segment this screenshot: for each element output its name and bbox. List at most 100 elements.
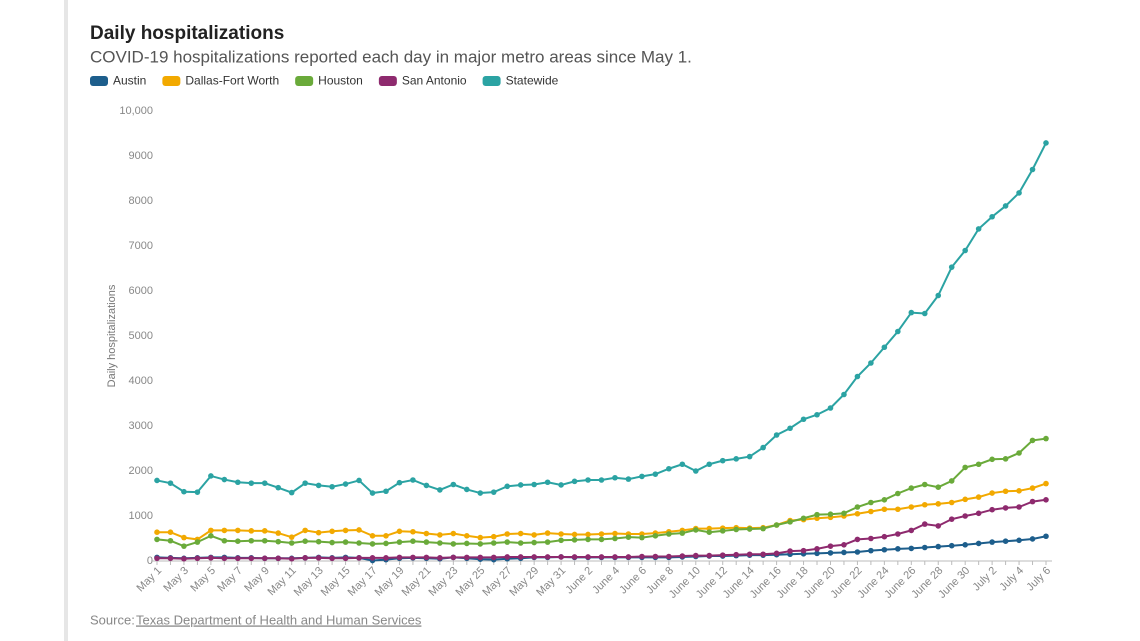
series-point bbox=[248, 537, 255, 544]
series-point bbox=[410, 477, 416, 483]
series-point bbox=[154, 536, 160, 543]
series-point bbox=[464, 540, 470, 547]
series-point bbox=[760, 525, 766, 532]
series-point bbox=[975, 510, 982, 517]
x-tick-label: May 21 bbox=[400, 565, 434, 599]
series-point bbox=[369, 490, 376, 496]
series-point bbox=[490, 489, 497, 495]
series-point bbox=[342, 481, 349, 487]
series-point bbox=[895, 490, 901, 497]
series-point bbox=[585, 531, 591, 538]
series-point bbox=[868, 499, 874, 506]
series-point bbox=[827, 511, 834, 517]
series-point bbox=[342, 539, 349, 545]
series-point bbox=[383, 555, 389, 561]
series-point bbox=[948, 499, 955, 506]
series-point bbox=[679, 461, 686, 468]
series-point bbox=[706, 529, 713, 535]
series-point bbox=[841, 510, 847, 517]
x-tick-label: July 4 bbox=[997, 565, 1026, 594]
series-point bbox=[517, 530, 524, 537]
series-point bbox=[315, 482, 322, 489]
series-point bbox=[719, 457, 726, 464]
series-point bbox=[854, 504, 861, 510]
series-point bbox=[531, 554, 537, 560]
series-point bbox=[827, 543, 834, 549]
series-point bbox=[504, 483, 511, 490]
series-point bbox=[706, 552, 713, 559]
source-label: Source: bbox=[90, 612, 135, 627]
series-point bbox=[208, 473, 214, 479]
series-point bbox=[746, 551, 753, 558]
series-point bbox=[383, 540, 389, 547]
series-point bbox=[814, 550, 820, 557]
series-point bbox=[760, 444, 766, 451]
series-point bbox=[288, 555, 295, 562]
series-point bbox=[692, 527, 699, 533]
series-point bbox=[464, 554, 470, 561]
left-border bbox=[64, 0, 68, 641]
series-point bbox=[652, 553, 659, 560]
series-point bbox=[248, 555, 255, 562]
series-point bbox=[921, 310, 928, 317]
series-point bbox=[356, 477, 362, 484]
series-point bbox=[679, 530, 686, 536]
series-point bbox=[154, 555, 160, 562]
series-point bbox=[544, 554, 551, 560]
series-point bbox=[423, 539, 430, 545]
series-point bbox=[410, 538, 416, 544]
series-line bbox=[156, 142, 1047, 495]
series-point bbox=[261, 480, 268, 486]
series-point bbox=[935, 292, 942, 299]
series-point bbox=[908, 527, 915, 534]
x-tick-label: June 6 bbox=[617, 565, 649, 597]
series-point bbox=[948, 516, 955, 522]
series-point bbox=[558, 537, 564, 544]
series-point bbox=[868, 360, 874, 366]
series-point bbox=[948, 478, 955, 484]
series-point bbox=[962, 513, 968, 519]
series-point bbox=[571, 537, 578, 543]
series-point bbox=[612, 554, 618, 560]
series-point bbox=[517, 540, 524, 546]
series-point bbox=[248, 528, 255, 534]
y-tick-label: 0 bbox=[147, 555, 153, 567]
series-point bbox=[208, 533, 214, 539]
series-point bbox=[1043, 533, 1049, 540]
series-point bbox=[935, 501, 942, 507]
series-point bbox=[517, 554, 524, 560]
series-point bbox=[841, 549, 847, 556]
legend-label: Houston bbox=[318, 74, 363, 88]
series-point bbox=[814, 511, 820, 518]
x-tick-label: July 6 bbox=[1024, 565, 1053, 594]
series-point bbox=[369, 533, 376, 539]
series-point bbox=[477, 554, 484, 561]
source-link[interactable]: Texas Department of Health and Human Ser… bbox=[136, 612, 422, 627]
series-point bbox=[881, 506, 888, 513]
legend-label: Dallas-Fort Worth bbox=[185, 74, 279, 88]
series-point bbox=[787, 548, 793, 554]
x-tick-label: May 31 bbox=[534, 565, 568, 599]
series-point bbox=[437, 555, 443, 561]
x-tick-label: June 4 bbox=[590, 565, 622, 597]
series-point bbox=[329, 528, 335, 535]
series-point bbox=[275, 555, 282, 562]
series-point bbox=[450, 481, 457, 488]
series-point bbox=[369, 555, 376, 561]
series-point bbox=[261, 537, 268, 544]
x-tick-label: May 17 bbox=[346, 565, 380, 599]
series-point bbox=[733, 456, 739, 462]
series-point bbox=[679, 553, 686, 559]
series-point bbox=[760, 551, 766, 558]
series-point bbox=[315, 529, 322, 536]
series-point bbox=[235, 479, 241, 486]
series-point bbox=[868, 547, 874, 554]
series-point bbox=[1002, 505, 1009, 511]
series-point bbox=[490, 554, 497, 561]
series-point bbox=[612, 474, 618, 481]
series-point bbox=[504, 554, 511, 560]
series-point bbox=[1029, 166, 1036, 173]
series-point bbox=[315, 555, 322, 561]
series-point bbox=[288, 534, 295, 540]
legend-label: San Antonio bbox=[402, 74, 467, 88]
